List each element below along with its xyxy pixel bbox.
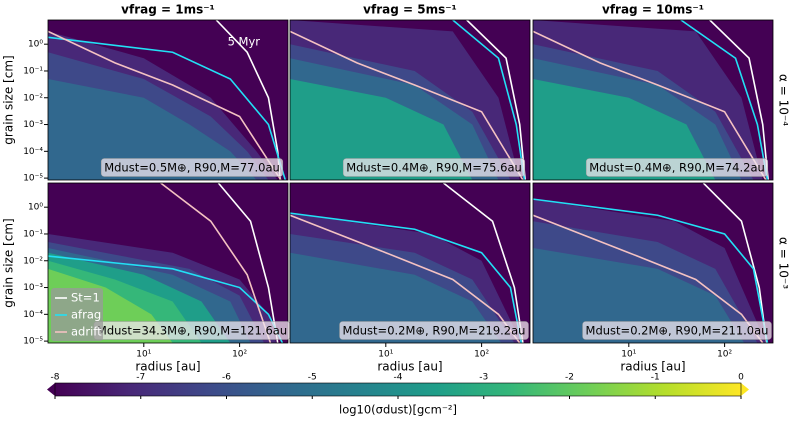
y-tick-label: 10⁻² (23, 256, 43, 266)
colorbar-tick-label: -8 (51, 373, 60, 383)
curve (466, 20, 526, 180)
annotation-box (342, 158, 526, 177)
y-axis-label: grain size [cm] (2, 55, 16, 144)
x-axis-label: radius [au] (620, 360, 685, 374)
colorbar-tick-label: -7 (136, 373, 145, 383)
x-axis-label: radius [au] (135, 360, 200, 374)
y-tick-label: 10⁻³ (23, 120, 43, 130)
annotation: Mdust=34.3M⊕, R90,M=121.6au (97, 324, 287, 338)
annotation: Mdust=0.4M⊕, R90,M=74.2au (589, 161, 765, 175)
colorbar-tick-label: -2 (565, 373, 574, 383)
colorbar-tick-label: 0 (738, 373, 744, 383)
panel (290, 183, 530, 343)
x-tick-label: 10¹ (378, 350, 393, 360)
x-tick-label: 10¹ (136, 350, 151, 360)
y-tick-label: 10⁻¹ (23, 229, 43, 239)
colorbar (55, 383, 741, 396)
time-label: 5 Myr (228, 35, 261, 49)
x-tick-label: 10² (474, 350, 489, 360)
panel-frame (47, 19, 289, 181)
annotation-box (582, 321, 772, 340)
contour-level (533, 247, 745, 343)
x-tick-label: 10² (232, 350, 247, 360)
curve (709, 20, 769, 180)
annotation: Mdust=0.4M⊕, R90,M=75.6au (346, 161, 522, 175)
annotation: Mdust=0.2M⊕, R90,M=219.2au (343, 324, 526, 338)
curve (217, 183, 279, 343)
x-tick-label: 10¹ (621, 350, 636, 360)
curve (533, 198, 769, 343)
colorbar-tick-label: -6 (222, 373, 231, 383)
legend-label: St=1 (71, 291, 100, 305)
panel-frame (532, 19, 774, 181)
panel-frame (47, 182, 289, 344)
column-title: vfrag = 5ms⁻¹ (363, 3, 457, 17)
colorbar-label: log10(σdust)[gcm⁻²] (339, 403, 457, 417)
panel-frame (532, 182, 774, 344)
curve (533, 30, 767, 180)
annotation: Mdust=0.5M⊕, R90,M=77.0au (104, 161, 280, 175)
y-tick-label: 10⁻¹ (23, 66, 43, 76)
panel (290, 20, 530, 180)
panel (48, 20, 288, 180)
colorbar-tick-label: -1 (651, 373, 660, 383)
y-tick-label: 10⁻⁴ (23, 147, 43, 157)
curve (290, 212, 523, 343)
column-title: vfrag = 10ms⁻¹ (602, 3, 704, 17)
y-tick-label: 10⁰ (28, 203, 43, 213)
y-tick-label: 10⁰ (28, 40, 43, 50)
y-axis-label: grain size [cm] (2, 218, 16, 307)
y-tick-label: 10⁻⁴ (23, 310, 43, 320)
colorbar-tick-label: -5 (308, 373, 317, 383)
curve (680, 20, 769, 180)
curve (48, 36, 287, 180)
row-label: α = 10⁻⁴ (777, 74, 791, 126)
panel-frame (289, 19, 531, 181)
annotation-box (100, 158, 284, 177)
colorbar-extend (741, 383, 749, 396)
x-tick-label: 10² (717, 350, 732, 360)
colorbar-tick-label: -4 (394, 373, 403, 383)
contour-level (48, 79, 257, 180)
row-label: α = 10⁻³ (777, 237, 791, 289)
colorbar-extend (47, 383, 55, 396)
curve (160, 183, 272, 343)
contour-level (290, 252, 502, 343)
annotation-box (585, 158, 769, 177)
x-axis-label: radius [au] (377, 360, 442, 374)
column-title: vfrag = 1ms⁻¹ (121, 3, 215, 17)
y-tick-label: 10⁻⁵ (23, 337, 43, 347)
legend-box (51, 288, 103, 341)
panel (533, 183, 773, 343)
contour-level (533, 79, 716, 180)
curve (290, 30, 524, 180)
panel (533, 20, 773, 180)
legend-label: afrag (71, 308, 101, 322)
annotation: Mdust=0.2M⊕, R90,M=211.0au (586, 324, 769, 338)
colorbar-tick-label: -3 (479, 373, 488, 383)
curve (452, 20, 526, 180)
annotation-box (339, 321, 529, 340)
curve (48, 30, 282, 180)
y-tick-label: 10⁻² (23, 93, 43, 103)
curve (442, 183, 524, 343)
y-tick-label: 10⁻⁵ (23, 174, 43, 184)
legend-label: adrift (71, 325, 102, 339)
contour-level (290, 79, 473, 180)
panel-frame (289, 182, 531, 344)
y-tick-label: 10⁻³ (23, 283, 43, 293)
